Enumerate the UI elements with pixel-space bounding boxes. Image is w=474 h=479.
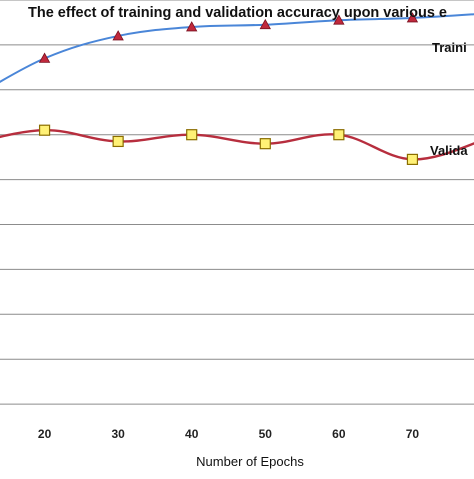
chart-title: The effect of training and validation ac… (28, 5, 447, 21)
series-layer (0, 13, 474, 161)
x-tick-60: 60 (332, 427, 346, 441)
x-tick-40: 40 (185, 427, 199, 441)
x-tick-labels: 20 30 40 50 60 70 (38, 427, 420, 441)
training-point-40 (186, 21, 198, 32)
validation-point-70 (406, 153, 419, 165)
validation-point-20 (38, 124, 51, 136)
training-point-30 (112, 30, 124, 41)
validation-point-60 (333, 129, 345, 141)
marker-layer (38, 12, 419, 165)
validation-series-line (0, 129, 474, 161)
validation-point-30 (112, 135, 124, 148)
validation-point-50 (259, 138, 271, 150)
x-tick-50: 50 (259, 427, 273, 441)
grid-layer (0, 0, 474, 405)
training-point-20 (38, 52, 51, 63)
training-point-60 (333, 14, 345, 25)
x-tick-70: 70 (406, 427, 420, 441)
training-point-50 (259, 18, 271, 30)
validation-point-40 (186, 129, 198, 141)
x-axis-label: Number of Epochs (196, 454, 304, 469)
training-series-label: Traini (432, 40, 467, 55)
x-tick-30: 30 (111, 427, 125, 441)
training-series-line (0, 13, 474, 83)
validation-series-label: Valida (430, 143, 468, 158)
training-point-70 (406, 12, 419, 23)
x-tick-20: 20 (38, 427, 52, 441)
